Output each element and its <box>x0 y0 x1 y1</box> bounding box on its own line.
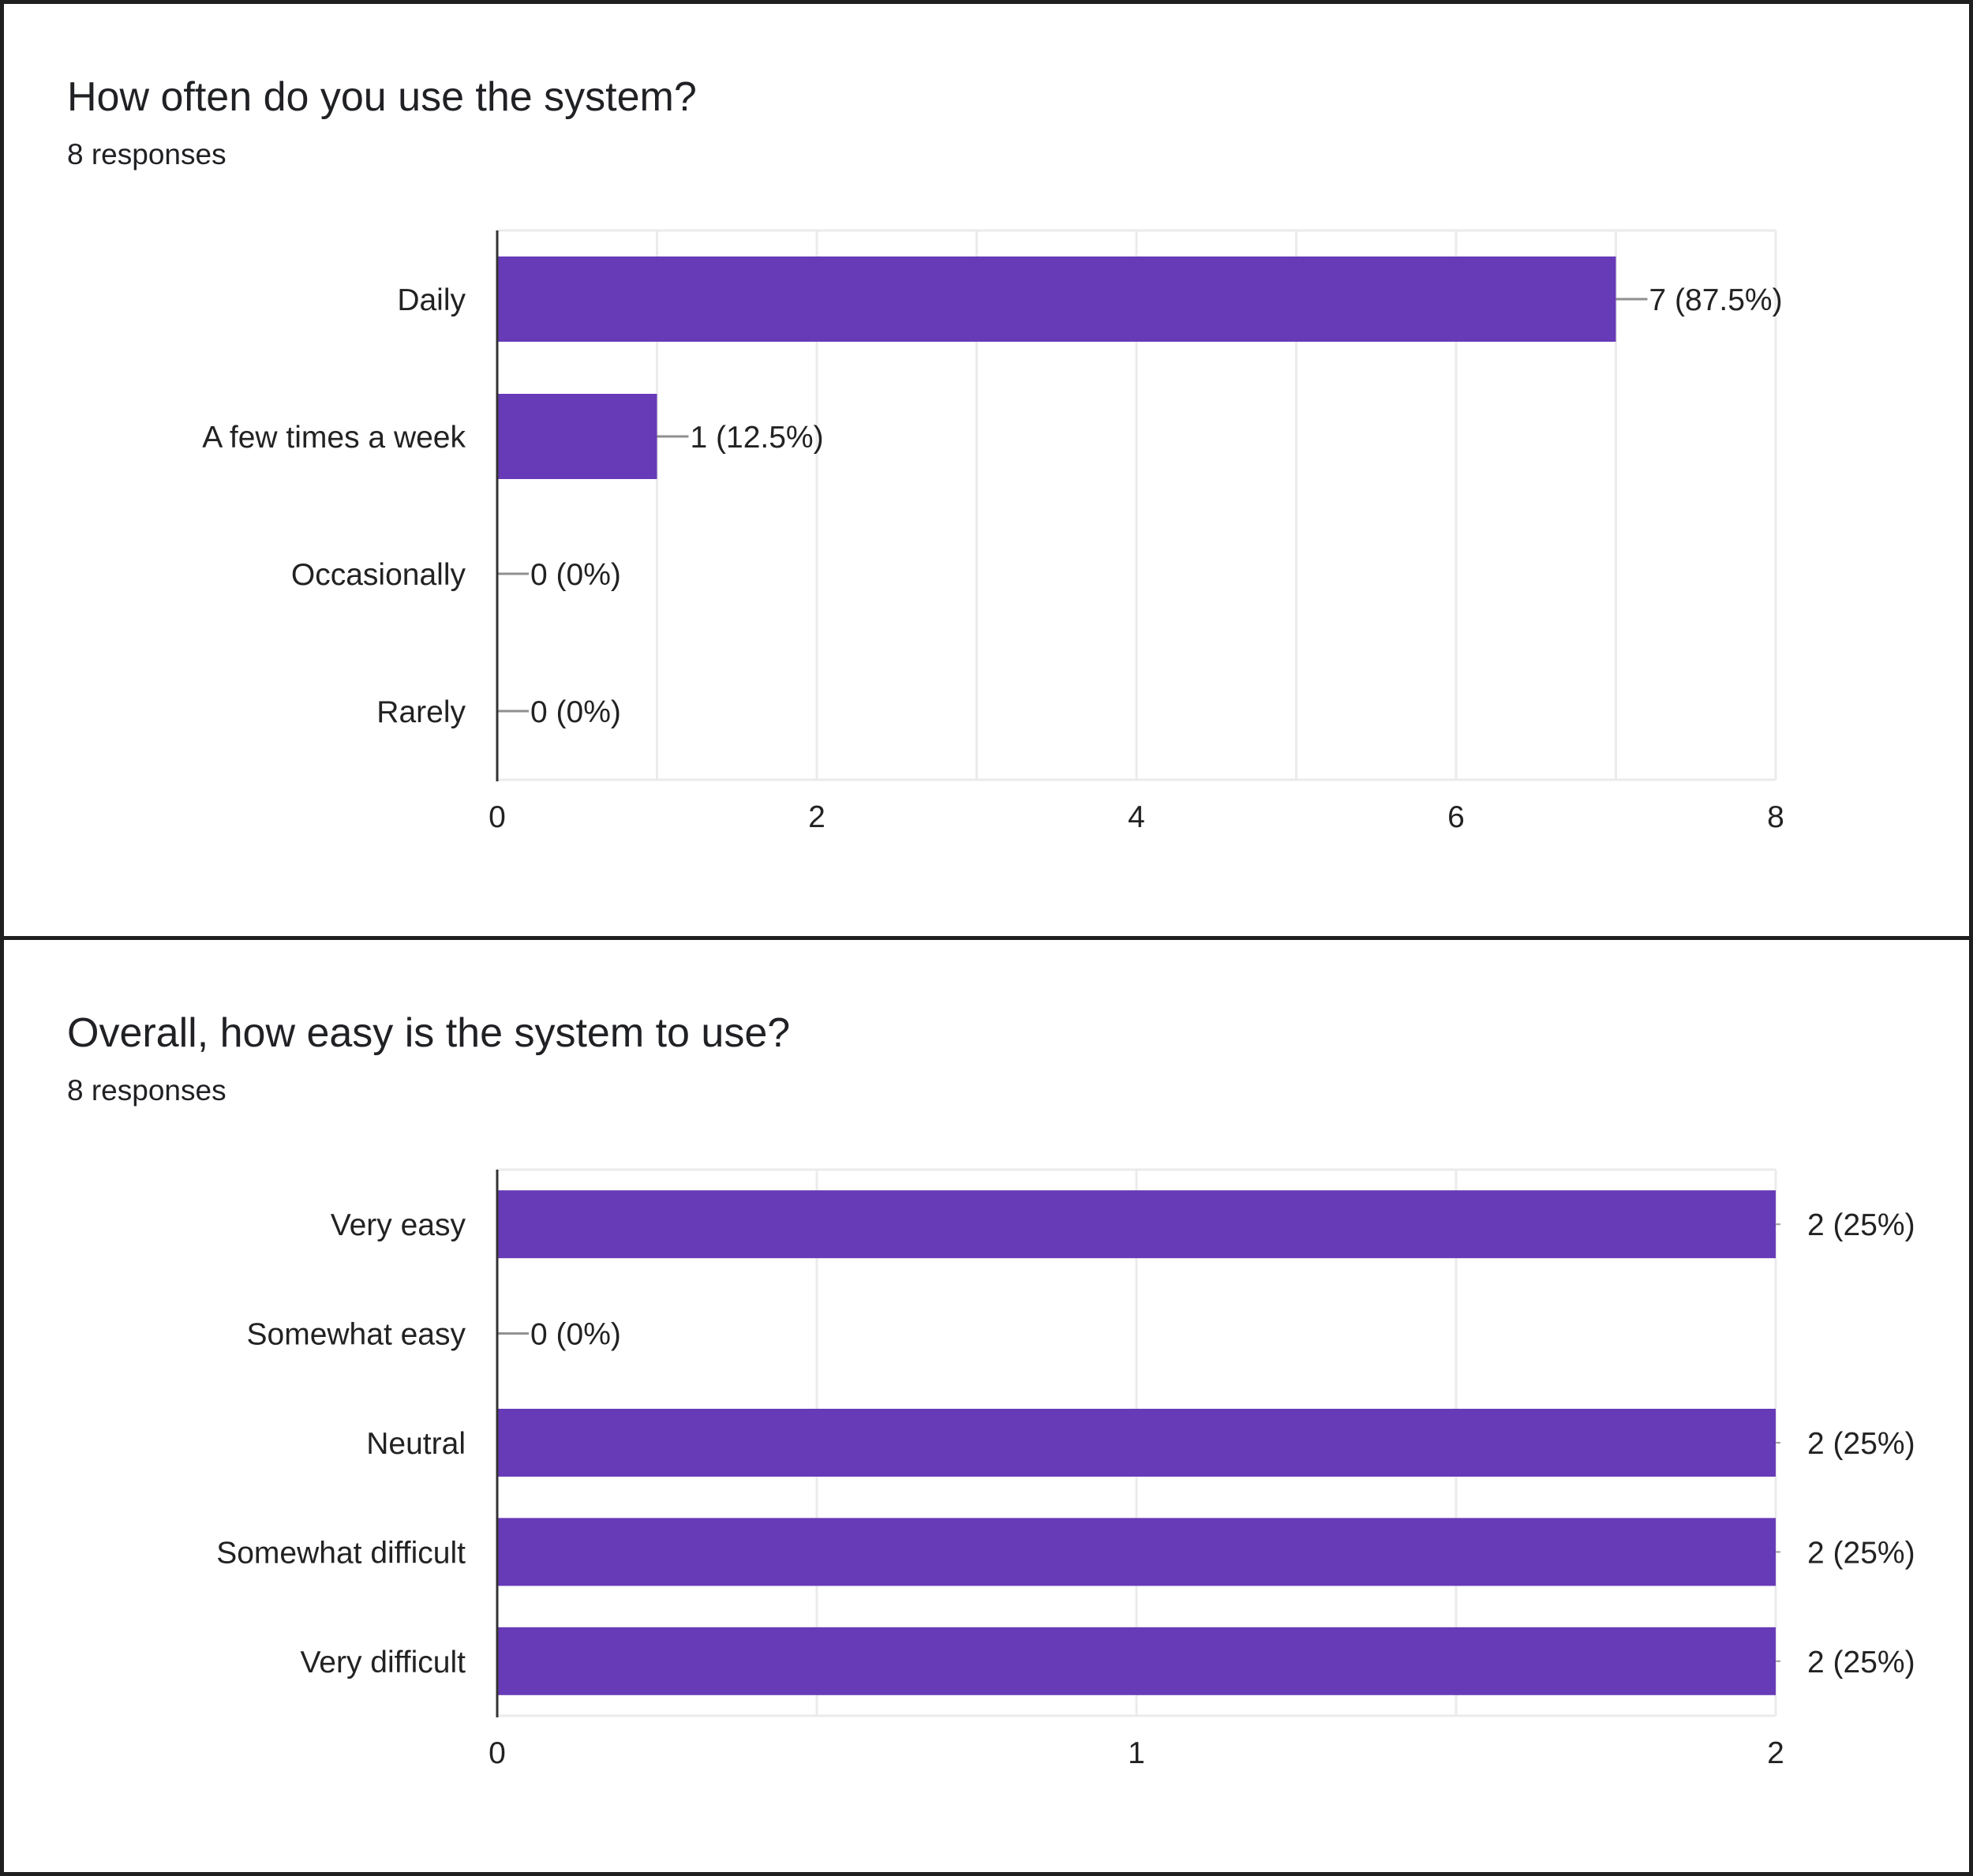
category-label: Rarely <box>376 695 466 729</box>
value-label: 2 (25%) <box>1807 1208 1915 1242</box>
x-tick-label: 0 <box>489 800 506 834</box>
category-label: Occasionally <box>291 558 466 592</box>
value-label: 2 (25%) <box>1807 1427 1915 1461</box>
response-count: 8 responses <box>67 138 227 170</box>
value-label: 0 (0%) <box>530 695 621 729</box>
bar <box>497 256 1616 342</box>
bar-chart-usage-frequency: Daily 7 (87.5%) A few times a week 1 (12.5%… <box>202 229 1784 834</box>
category-label: Very easy <box>331 1208 466 1242</box>
category-label: Very difficult <box>300 1646 466 1679</box>
category-label: Daily <box>397 283 466 317</box>
category-label: Somewhat difficult <box>216 1536 466 1570</box>
bar <box>497 394 657 479</box>
x-tick-label: 1 <box>1128 1736 1145 1770</box>
value-label: 0 (0%) <box>530 558 621 592</box>
category-label: A few times a week <box>202 421 466 455</box>
x-tick-label: 2 <box>1767 1736 1784 1770</box>
question-title: Overall, how easy is the system to use? <box>67 1010 791 1056</box>
value-label: 0 (0%) <box>530 1318 621 1352</box>
question-card-usage-frequency: How often do you use the system? 8 respo… <box>0 0 1973 940</box>
category-label: Neutral <box>366 1427 466 1461</box>
question-card-ease-of-use: Overall, how easy is the system to use? … <box>0 936 1973 1876</box>
question-title: How often do you use the system? <box>67 74 697 120</box>
x-tick-label: 0 <box>489 1736 506 1770</box>
value-label: 2 (25%) <box>1807 1536 1915 1570</box>
bar <box>497 1409 1776 1477</box>
bar <box>497 1190 1776 1259</box>
x-tick-label: 6 <box>1447 800 1465 834</box>
value-label: 1 (12.5%) <box>691 421 824 455</box>
bar <box>497 1627 1776 1695</box>
x-tick-label: 4 <box>1128 800 1145 834</box>
x-tick-label: 2 <box>808 800 826 834</box>
bar-chart-ease-of-use: Very easy 2 (25%) Somewhat easy 0 (0%) Neutr… <box>216 1168 1915 1770</box>
value-label: 7 (87.5%) <box>1649 283 1783 317</box>
bar <box>497 1518 1776 1586</box>
response-count: 8 responses <box>67 1074 227 1107</box>
category-label: Somewhat easy <box>247 1318 466 1352</box>
value-label: 2 (25%) <box>1807 1646 1915 1679</box>
x-tick-label: 8 <box>1767 800 1784 834</box>
